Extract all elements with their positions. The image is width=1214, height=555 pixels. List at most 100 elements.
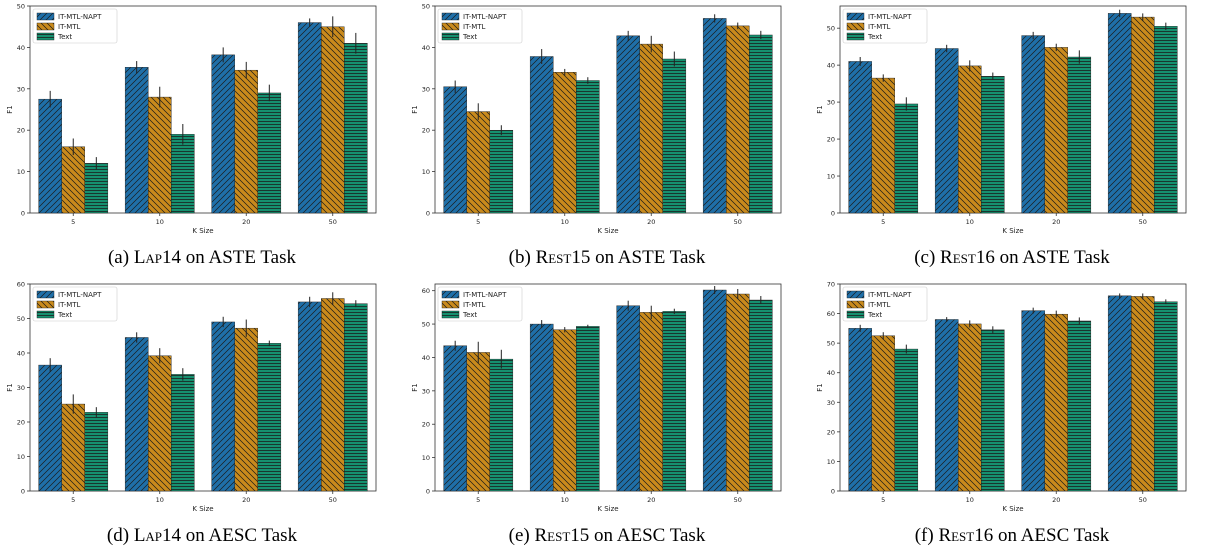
y-tick-label: 40	[422, 354, 430, 362]
bar	[1021, 310, 1045, 492]
legend-label: Text	[462, 311, 477, 319]
bar	[344, 43, 368, 214]
plot-frame	[434, 5, 782, 214]
plot-frame	[29, 5, 377, 214]
bar-chart: 0 10 20 30 40 50 60 70 F1 5 10 20 50 K Size IT-MTL-NAP…	[816, 281, 1187, 513]
caption-suffix: on AESC Task	[993, 525, 1110, 546]
x-tick-label: 5	[881, 218, 885, 226]
bar	[934, 48, 959, 214]
legend-swatch	[36, 310, 55, 319]
y-tick-label: 10	[17, 168, 25, 176]
y-tick-label: 50	[17, 315, 25, 323]
bar	[702, 18, 727, 214]
y-tick-label: 50	[17, 3, 25, 11]
chart-panel: 0 10 20 30 40 50 F1 5 10 20 50 K Size IT-MTL-NAPT IT-…	[0, 0, 404, 277]
bar	[321, 26, 345, 214]
bar	[1131, 296, 1155, 492]
bar	[576, 326, 600, 492]
chart-panel: 0 10 20 30 40 50 60 F1 5 10 20 50 K Size IT-MTL-NAPT I…	[405, 278, 809, 555]
bar	[848, 61, 872, 214]
y-tick-label: 0	[426, 210, 430, 218]
bar	[443, 345, 467, 492]
y-tick-label: 40	[422, 44, 430, 52]
bar	[1107, 295, 1132, 492]
caption-suffix: on AESC Task	[181, 525, 298, 546]
bar	[1154, 301, 1178, 492]
y-tick-label: 40	[17, 350, 25, 358]
bar	[1067, 56, 1092, 214]
y-tick-label: 30	[827, 399, 835, 407]
bar	[529, 323, 554, 492]
y-axis-label: F1	[411, 383, 419, 391]
bar	[124, 337, 149, 492]
x-tick-label: 5	[71, 218, 75, 226]
y-tick-label: 10	[422, 168, 430, 176]
y-tick-label: 10	[422, 454, 430, 462]
caption-dataset: Rest16	[940, 247, 995, 268]
legend-swatch	[846, 32, 865, 41]
bar	[211, 321, 235, 492]
bar	[871, 335, 895, 492]
legend-swatch	[846, 310, 865, 319]
y-tick-label: 40	[827, 62, 835, 70]
y-tick-label: 20	[17, 419, 25, 427]
y-tick-label: 50	[422, 3, 430, 11]
legend-label: Text	[867, 33, 882, 41]
x-tick-label: 20	[242, 496, 250, 504]
legend-label: IT-MTL-NAPT	[463, 291, 507, 299]
x-axis-label: K Size	[1002, 505, 1023, 513]
bar	[662, 58, 687, 214]
y-tick-label: 0	[21, 488, 25, 496]
legend-label: IT-MTL	[463, 23, 486, 31]
bar	[894, 103, 919, 214]
bar	[958, 65, 982, 214]
bar	[489, 358, 514, 492]
legend-label: IT-MTL-NAPT	[868, 291, 912, 299]
bar	[234, 327, 258, 492]
bar	[726, 293, 750, 492]
legend-swatch	[441, 32, 460, 41]
legend-swatch	[36, 32, 55, 41]
caption-dataset: Rest15	[534, 525, 590, 546]
x-tick-label: 5	[476, 218, 480, 226]
caption-dataset: Lap14	[133, 525, 182, 546]
x-tick-label: 10	[561, 218, 569, 226]
bar	[148, 355, 172, 492]
x-tick-label: 50	[734, 496, 742, 504]
caption-prefix: (a)	[107, 247, 134, 268]
legend-swatch	[441, 290, 460, 299]
caption-prefix: (d)	[106, 525, 134, 546]
chart-panel: 0 10 20 30 40 50 F1 5 10 20 50 K Size IT-MTL-NAPT IT-…	[810, 0, 1214, 277]
caption-suffix: on ASTE Task	[590, 247, 706, 268]
bar	[553, 72, 577, 214]
bar	[553, 329, 577, 492]
y-tick-label: 70	[827, 281, 835, 289]
figure-caption: (f) Rest16 on AESC Task	[810, 525, 1214, 547]
y-tick-label: 20	[422, 421, 430, 429]
y-tick-label: 40	[827, 369, 835, 377]
y-tick-label: 20	[827, 428, 835, 436]
x-tick-label: 5	[476, 496, 480, 504]
plot-frame	[839, 283, 1187, 492]
legend: IT-MTL-NAPT IT-MTL Text	[842, 286, 928, 322]
bar	[171, 374, 195, 492]
y-axis-label: F1	[6, 383, 14, 391]
y-axis-label: F1	[6, 105, 14, 113]
x-tick-label: 50	[329, 496, 337, 504]
y-tick-label: 30	[827, 99, 835, 107]
bar	[934, 319, 959, 492]
chart-panel: 0 10 20 30 40 50 60 F1 5 10 20 50 K Size IT-MTL-NAPT I…	[0, 278, 404, 555]
legend-label: IT-MTL-NAPT	[463, 13, 507, 21]
legend-swatch	[441, 310, 460, 319]
legend-swatch	[846, 290, 865, 299]
legend-swatch	[846, 300, 865, 309]
bar	[958, 323, 982, 492]
legend: IT-MTL-NAPT IT-MTL Text	[437, 286, 523, 322]
x-tick-label: 20	[242, 218, 250, 226]
x-tick-label: 20	[647, 218, 655, 226]
bar	[61, 403, 85, 492]
caption-prefix: (b)	[508, 247, 536, 268]
